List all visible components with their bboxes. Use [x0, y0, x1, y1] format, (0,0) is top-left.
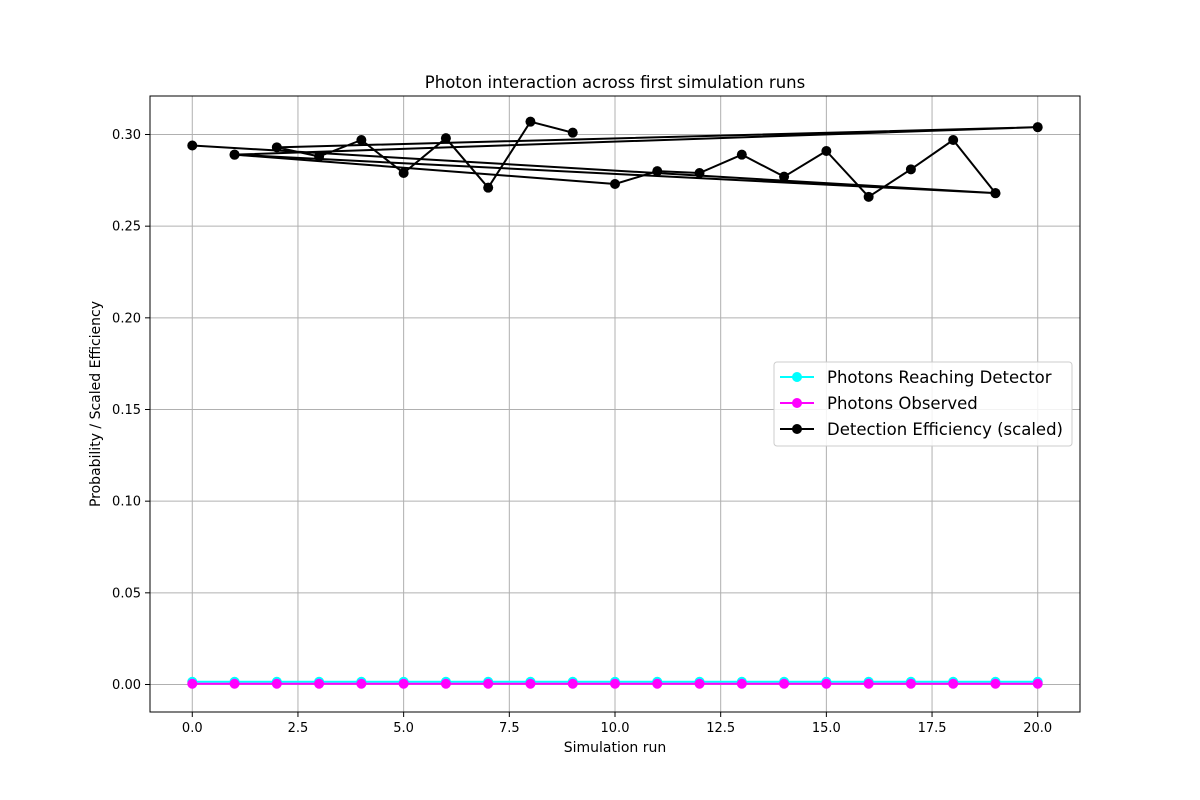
data-point [525, 116, 536, 127]
x-axis-label: Simulation run [564, 740, 667, 756]
data-point [863, 678, 874, 689]
x-tick-label: 0.0 [182, 721, 203, 736]
chart-title: Photon interaction across first simulati… [425, 73, 805, 92]
data-point [821, 146, 832, 156]
data-point [271, 678, 282, 689]
plot-series [187, 116, 1043, 689]
legend-label-efficiency: Detection Efficiency (scaled) [827, 420, 1063, 439]
legend-marker-detector [792, 372, 802, 382]
data-point [440, 678, 451, 689]
x-ticks: 0.0 2.5 5.0 7.5 10.0 12.5 15.0 17.5 20.0 [182, 712, 1052, 736]
data-point [652, 678, 663, 689]
x-tick-label: 10.0 [601, 721, 630, 736]
x-tick-label: 12.5 [706, 721, 735, 736]
legend-marker-efficiency [792, 424, 802, 434]
data-point [990, 188, 1001, 199]
data-point [610, 179, 620, 189]
data-point [863, 191, 874, 202]
series-line [192, 120, 1039, 195]
data-point [1032, 678, 1043, 689]
y-tick-label: 0.10 [112, 495, 141, 510]
y-tick-label: 0.00 [112, 678, 141, 693]
data-point [694, 678, 705, 689]
data-point [187, 678, 198, 689]
y-ticks: 0.00 0.05 0.10 0.15 0.20 0.25 0.30 [112, 128, 150, 693]
legend-box [773, 361, 1073, 447]
data-point [314, 678, 325, 689]
y-tick-label: 0.15 [112, 403, 141, 418]
data-point [652, 166, 663, 177]
series-detection-efficiency [187, 116, 1043, 202]
data-point [229, 678, 240, 689]
y-axis-label: Probability / Scaled Efficiency [88, 301, 104, 507]
data-point [905, 678, 916, 689]
data-point [483, 182, 494, 193]
legend: Photons Reaching Detector Photons Observ… [773, 361, 1073, 447]
x-tick-label: 7.5 [499, 721, 520, 736]
y-tick-label: 0.25 [112, 220, 141, 235]
data-point [356, 678, 367, 689]
data-point [398, 168, 409, 178]
legend-label-detector: Photons Reaching Detector [827, 368, 1052, 387]
legend-label-observed: Photons Observed [827, 394, 978, 413]
data-point [694, 168, 705, 178]
data-point [398, 678, 409, 689]
data-point [1032, 122, 1043, 133]
y-tick-label: 0.05 [112, 586, 141, 601]
x-tick-label: 17.5 [918, 721, 947, 736]
y-tick-label: 0.30 [112, 128, 141, 143]
data-point [821, 678, 832, 689]
data-point [736, 678, 747, 689]
series-photons-observed [187, 678, 1043, 689]
data-point [990, 678, 1001, 689]
data-point [567, 678, 578, 689]
data-point [567, 127, 578, 138]
data-point [525, 678, 536, 689]
data-point [483, 678, 494, 689]
data-point [229, 149, 240, 160]
y-tick-label: 0.20 [112, 311, 141, 326]
data-point [736, 149, 747, 160]
data-point [948, 135, 959, 145]
legend-marker-observed [792, 398, 802, 408]
data-point [187, 140, 198, 151]
data-point [905, 164, 916, 175]
data-point [779, 171, 790, 182]
data-point [356, 135, 367, 145]
x-tick-label: 2.5 [288, 721, 309, 736]
data-point [948, 678, 959, 689]
x-tick-label: 20.0 [1023, 721, 1052, 736]
data-point [440, 133, 451, 144]
data-point [779, 678, 790, 689]
x-tick-label: 15.0 [812, 721, 841, 736]
data-point [271, 142, 282, 153]
data-point [610, 678, 620, 689]
data-point [314, 151, 325, 162]
x-tick-label: 5.0 [393, 721, 414, 736]
